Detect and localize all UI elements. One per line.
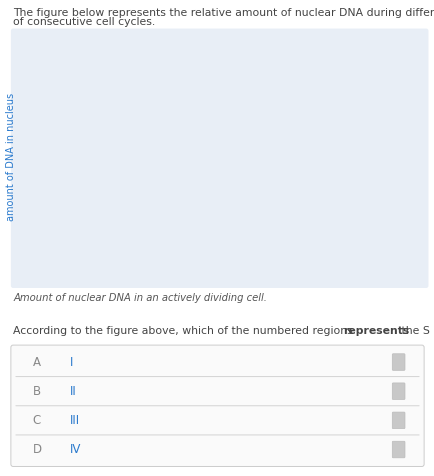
Text: D: D <box>33 443 41 456</box>
Text: IV: IV <box>69 443 81 456</box>
Text: II: II <box>142 96 149 107</box>
Text: I: I <box>69 356 73 368</box>
Text: C: C <box>33 414 41 427</box>
Text: III: III <box>197 96 207 107</box>
Text: cycle I: cycle I <box>118 264 160 277</box>
Text: V: V <box>256 152 263 162</box>
Text: II: II <box>69 385 76 398</box>
Text: I: I <box>82 130 85 140</box>
Text: the S phase?: the S phase? <box>397 326 434 336</box>
Text: Amount of nuclear DNA in an actively dividing cell.: Amount of nuclear DNA in an actively div… <box>13 293 266 303</box>
Text: B: B <box>33 385 41 398</box>
Text: III: III <box>69 414 79 427</box>
Text: A: A <box>33 356 41 368</box>
Text: cycle II: cycle II <box>299 264 346 277</box>
Text: According to the figure above, which of the numbered regions: According to the figure above, which of … <box>13 326 355 336</box>
Text: amount of DNA in nucleus: amount of DNA in nucleus <box>6 93 16 221</box>
Text: represents: represents <box>343 326 409 336</box>
Text: IV: IV <box>234 83 245 93</box>
Text: of consecutive cell cycles.: of consecutive cell cycles. <box>13 17 155 27</box>
Text: The figure below represents the relative amount of nuclear DNA during different : The figure below represents the relative… <box>13 8 434 18</box>
